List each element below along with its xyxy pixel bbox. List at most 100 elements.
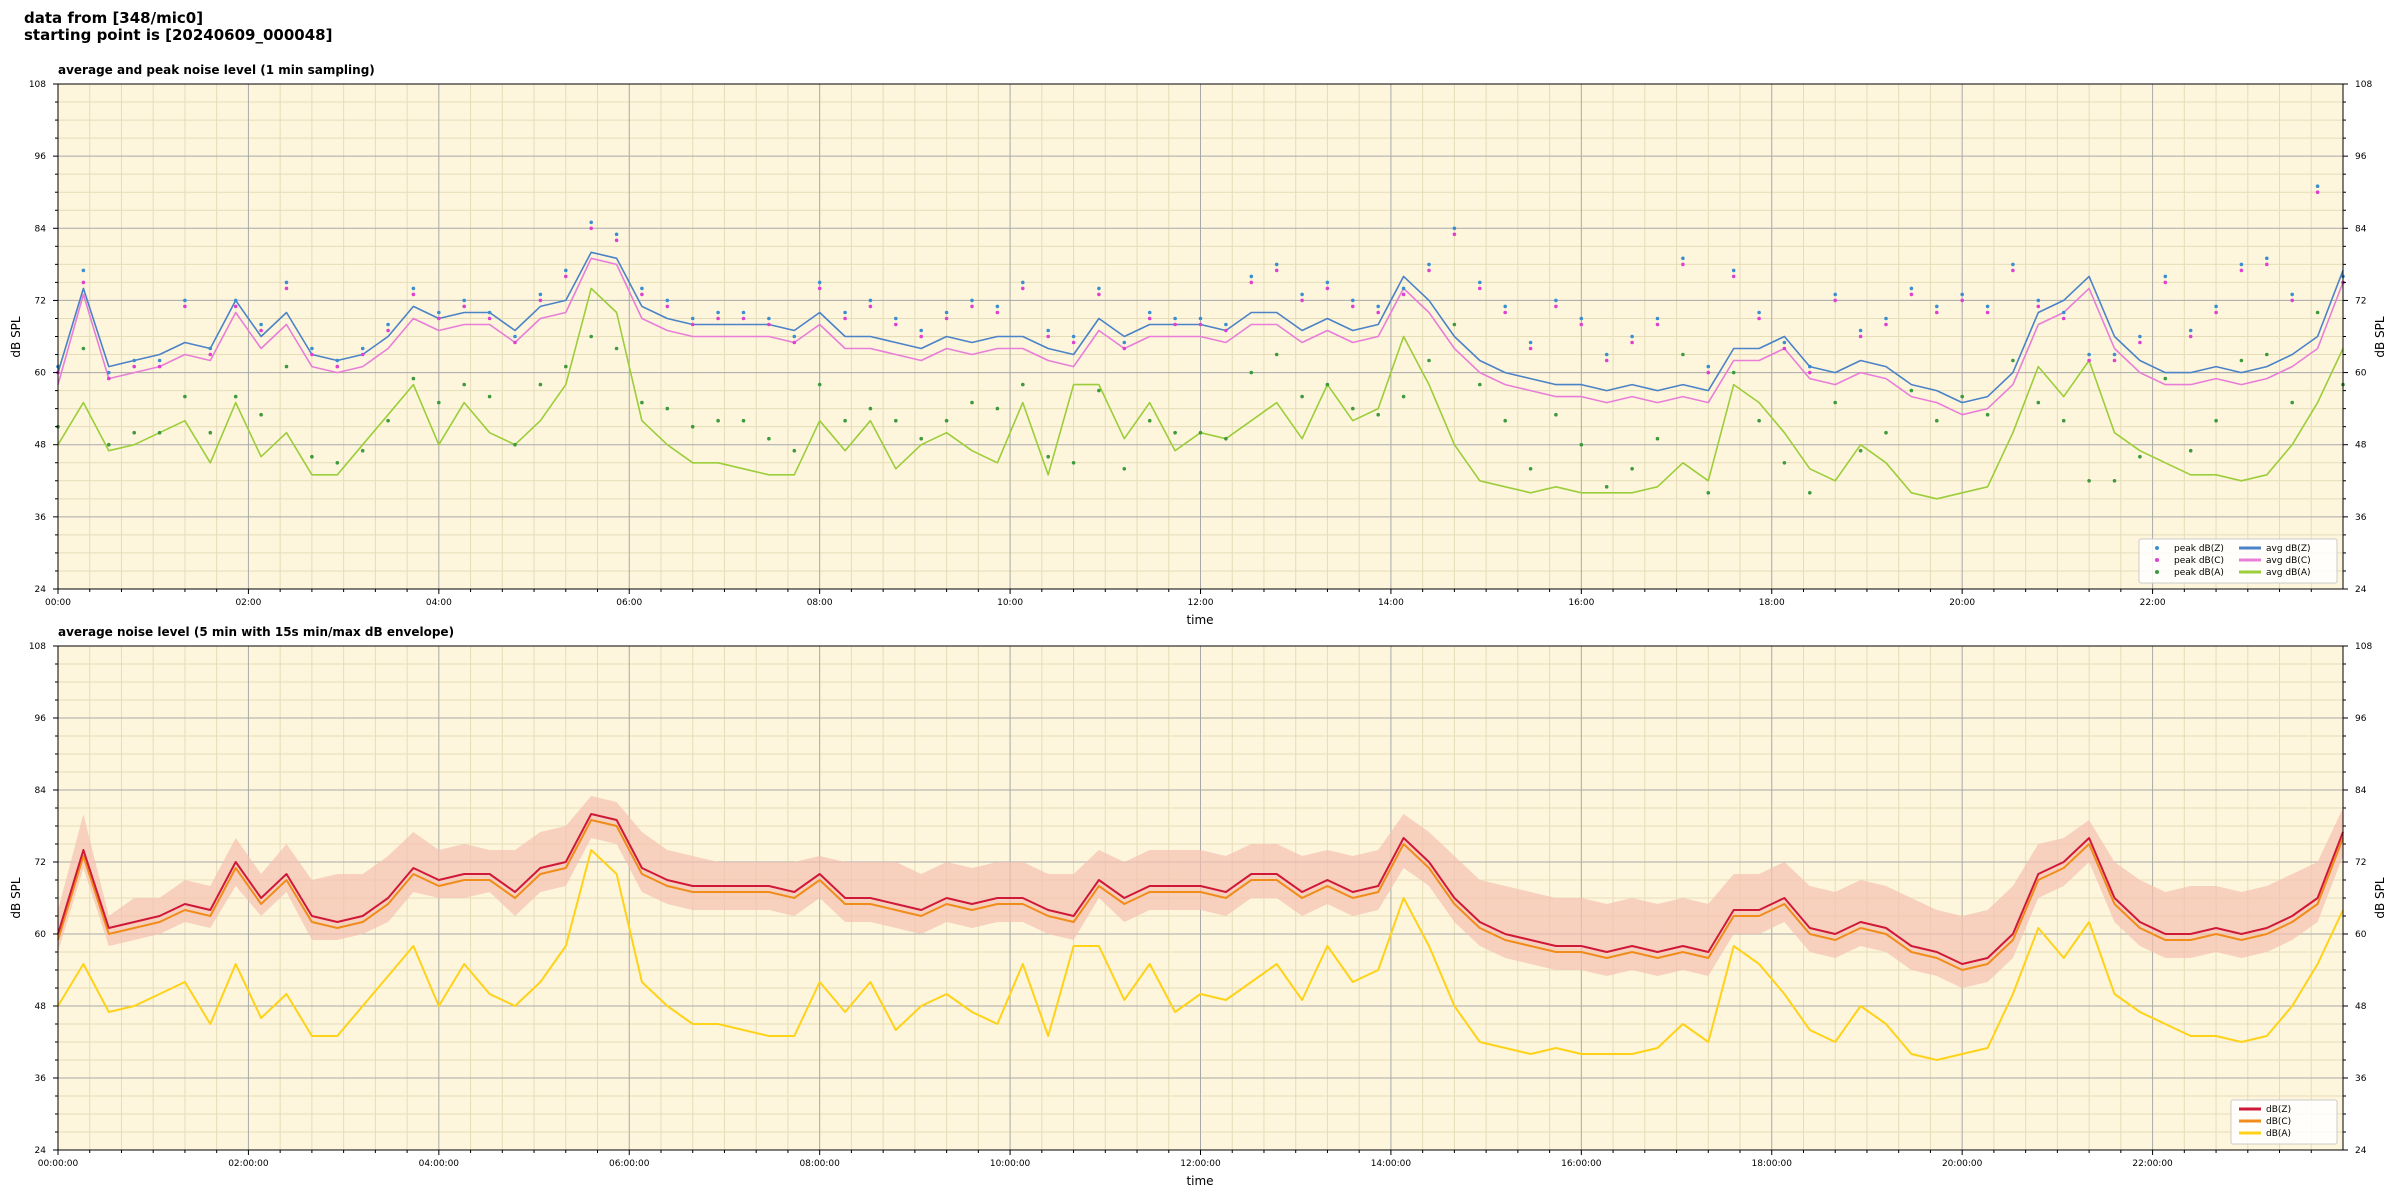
x-tick-label: 18:00	[1759, 598, 1785, 608]
data-point	[513, 340, 517, 345]
data-point	[208, 346, 213, 351]
data-point	[1224, 436, 1228, 441]
data-point	[919, 334, 923, 339]
data-point	[233, 304, 238, 309]
data-point	[1249, 280, 1254, 285]
x-tick-label: 04:00	[426, 598, 452, 608]
data-point	[1858, 448, 1863, 453]
x-tick-label: 00:00	[45, 598, 71, 608]
data-point	[233, 298, 238, 303]
data-point	[2061, 310, 2066, 315]
data-point	[2163, 280, 2168, 285]
legend-label: avg dB(C)	[2266, 556, 2311, 566]
x-tick-label: 08:00:00	[799, 1159, 840, 1169]
data-point	[183, 298, 187, 303]
x-tick-label: 02:00:00	[228, 1159, 269, 1169]
data-point	[1503, 310, 1507, 315]
data-point	[386, 322, 390, 327]
data-point	[1681, 256, 1685, 261]
legend-label: dB(Z)	[2266, 1105, 2291, 1115]
x-tick-label: 12:00	[1188, 598, 1214, 608]
data-point	[310, 346, 314, 351]
data-point	[2188, 328, 2193, 333]
data-point	[487, 394, 492, 399]
data-point	[2315, 310, 2320, 315]
data-point	[360, 346, 365, 351]
data-point	[716, 418, 720, 423]
data-point	[665, 298, 670, 303]
data-point	[2061, 316, 2066, 321]
data-point	[1300, 292, 1304, 297]
data-point	[1147, 316, 1152, 321]
data-point	[1071, 334, 1076, 339]
legend-label: peak dB(A)	[2174, 568, 2224, 578]
data-point	[2036, 304, 2041, 309]
data-point	[538, 382, 543, 387]
starting-point-label: starting point is [20240609_000048]	[24, 26, 333, 44]
data-point	[487, 316, 492, 321]
x-tick-label: 10:00:00	[990, 1159, 1031, 1169]
data-point	[1604, 352, 1609, 357]
axis-ticks: 24 24 36 36 48 48 60 60 72 72 84 84 96 96 108 108 00:00:…	[29, 642, 2373, 1169]
data-point	[944, 316, 949, 321]
data-point	[995, 406, 1000, 411]
data-point	[1681, 352, 1685, 357]
data-point	[767, 316, 771, 321]
data-point	[284, 286, 289, 291]
data-point	[1249, 274, 1254, 279]
data-point	[132, 364, 136, 369]
data-point	[843, 316, 847, 321]
data-point	[538, 298, 543, 303]
data-point	[1655, 436, 1660, 441]
data-point	[2112, 479, 2117, 483]
y-tick-label-left: 60	[35, 930, 47, 940]
data-point	[2315, 190, 2320, 194]
data-point	[513, 442, 517, 447]
data-point	[1808, 491, 1812, 495]
y-tick-label-right: 36	[2355, 1074, 2367, 1084]
data-point	[970, 298, 974, 303]
data-point	[690, 424, 695, 429]
data-point	[1782, 461, 1787, 465]
data-point	[640, 292, 644, 297]
data-point	[1122, 340, 1127, 345]
data-point	[1909, 286, 1914, 291]
x-tick-label: 12:00:00	[1180, 1159, 1221, 1169]
x-tick-label: 18:00:00	[1752, 1159, 1793, 1169]
data-point	[817, 286, 822, 291]
data-point	[183, 304, 187, 309]
data-point	[335, 358, 340, 363]
data-point	[1325, 280, 1330, 285]
legend-label: peak dB(Z)	[2174, 544, 2224, 554]
data-point	[81, 268, 86, 273]
data-point	[1833, 298, 1837, 303]
data-point	[1097, 388, 1101, 393]
legend-box	[2138, 538, 2338, 584]
data-point	[437, 316, 441, 321]
y-tick-label-right: 72	[2355, 858, 2366, 868]
data-point	[1579, 442, 1584, 447]
data-point	[2036, 400, 2041, 405]
y-tick-label-right: 84	[2355, 786, 2367, 796]
data-point	[792, 448, 797, 453]
data-point	[107, 370, 111, 375]
x-tick-label: 14:00	[1378, 598, 1404, 608]
data-point	[894, 418, 898, 423]
data-point	[970, 400, 974, 405]
data-point	[2112, 358, 2117, 363]
data-point	[437, 310, 441, 315]
data-point	[1579, 316, 1584, 321]
data-point	[1478, 280, 1482, 285]
data-point	[81, 280, 86, 285]
data-layer	[57, 796, 2344, 1061]
x-tick-label: 20:00:00	[1942, 1159, 1983, 1169]
data-point	[1757, 316, 1761, 321]
data-point	[1731, 274, 1736, 279]
legend: peak dB(Z) peak dB(C) peak dB(A) avg dB(Z) a…	[2138, 538, 2338, 584]
data-point	[1858, 334, 1863, 339]
data-point	[1604, 358, 1609, 363]
data-point	[640, 400, 644, 405]
data-point	[1173, 322, 1177, 327]
data-point	[640, 286, 644, 291]
data-point	[183, 394, 187, 399]
